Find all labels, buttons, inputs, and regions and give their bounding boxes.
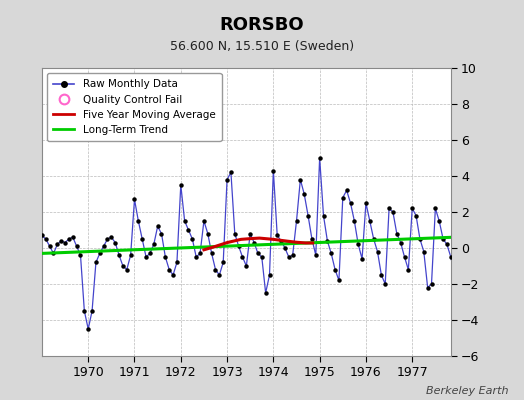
Text: Berkeley Earth: Berkeley Earth — [426, 386, 508, 396]
Legend: Raw Monthly Data, Quality Control Fail, Five Year Moving Average, Long-Term Tren: Raw Monthly Data, Quality Control Fail, … — [47, 73, 222, 141]
Text: 56.600 N, 15.510 E (Sweden): 56.600 N, 15.510 E (Sweden) — [170, 40, 354, 53]
Text: RORSBO: RORSBO — [220, 16, 304, 34]
